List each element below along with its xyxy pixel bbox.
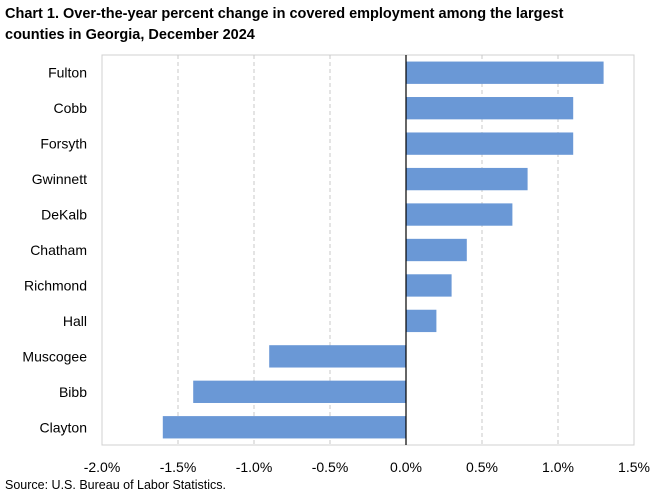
chart-title: Chart 1. Over-the-year percent change in… xyxy=(5,6,564,43)
category-labels: Fulton Cobb Forsyth Gwinnett DeKalb Chatham Ri… xyxy=(22,65,87,436)
bar-clayton xyxy=(162,416,406,439)
bar-gwinnett xyxy=(406,167,528,191)
bar-dekalb xyxy=(406,203,513,226)
x-tick-label: 1.5% xyxy=(618,459,650,475)
bar-fulton xyxy=(406,61,604,84)
x-tick-label: 1.0% xyxy=(542,459,574,475)
category-label: Forsyth xyxy=(40,136,87,152)
x-tick-label: 0.5% xyxy=(466,459,498,475)
category-label: Hall xyxy=(63,313,87,329)
x-tick-label: -1.0% xyxy=(236,459,273,475)
source-note: Source: U.S. Bureau of Labor Statistics. xyxy=(5,478,226,492)
category-label: Clayton xyxy=(40,419,87,435)
bar-forsyth xyxy=(406,132,574,155)
x-tick-label: -0.5% xyxy=(312,459,349,475)
category-label: Muscogee xyxy=(22,348,87,364)
category-label: Chatham xyxy=(30,242,87,258)
bar-muscogee xyxy=(269,345,406,368)
plot-frame xyxy=(101,54,635,446)
category-label: Richmond xyxy=(24,277,87,293)
category-label: Gwinnett xyxy=(32,171,87,187)
x-tick-labels: -2.0% -1.5% -1.0% -0.5% 0.0% 0.5% 1.0% 1.5% xyxy=(84,459,650,475)
x-tick-label: -2.0% xyxy=(84,459,121,475)
bar-cobb xyxy=(406,97,574,120)
bar-chatham xyxy=(406,238,467,262)
x-tick-label: -1.5% xyxy=(160,459,197,475)
bar-bibb xyxy=(193,380,406,403)
bar-hall xyxy=(406,309,437,333)
bars xyxy=(162,61,604,439)
gridlines xyxy=(177,55,559,445)
category-label: DeKalb xyxy=(41,207,87,223)
category-label: Cobb xyxy=(54,100,88,116)
category-label: Bibb xyxy=(59,384,87,400)
bar-richmond xyxy=(406,274,452,297)
x-tick-label: 0.0% xyxy=(390,459,422,475)
category-label: Fulton xyxy=(48,65,87,81)
